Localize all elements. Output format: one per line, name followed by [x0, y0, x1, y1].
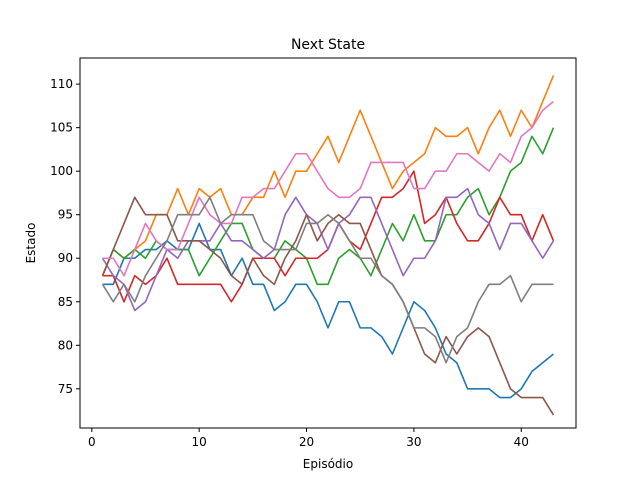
x-tick-label: 10: [192, 435, 207, 449]
x-tick-label: 0: [88, 435, 96, 449]
y-ticks: 75 80 85 90 95 100 105 110: [50, 77, 80, 396]
series-line-2: [101, 75, 555, 276]
y-tick-label: 75: [58, 382, 73, 396]
series-line-6: [101, 196, 555, 416]
series-line-5: [101, 187, 555, 312]
series-layer: [101, 75, 555, 416]
y-tick-label: 90: [58, 251, 73, 265]
y-tick-label: 80: [58, 338, 73, 352]
y-tick-label: 105: [50, 121, 73, 135]
x-ticks: 0 10 20 30 40: [88, 428, 529, 449]
y-tick-label: 110: [50, 77, 73, 91]
series-line-7: [102, 100, 554, 277]
x-tick-label: 30: [406, 435, 421, 449]
y-tick-label: 100: [50, 164, 73, 178]
chart-title: Next State: [291, 37, 365, 53]
y-tick-label: 85: [58, 295, 73, 309]
x-tick-label: 40: [514, 435, 529, 449]
y-axis-label: Estado: [24, 223, 38, 264]
series-line-8: [101, 196, 554, 364]
plot-frame: [79, 57, 577, 429]
y-tick-label: 95: [58, 208, 73, 222]
series-line-4: [102, 170, 555, 303]
x-axis-label: Episódio: [303, 457, 353, 471]
x-tick-label: 20: [299, 435, 314, 449]
